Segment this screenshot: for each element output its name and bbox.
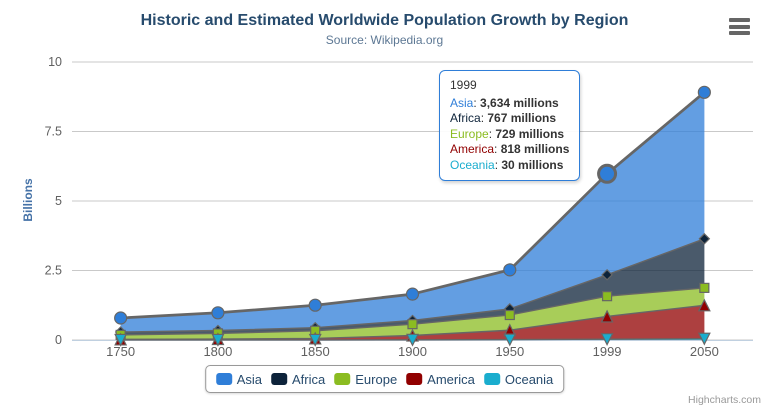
marker-europe-1900[interactable] bbox=[407, 319, 418, 330]
tooltip-row-africa: Africa: 767 millions bbox=[450, 111, 557, 125]
legend-item-asia[interactable]: Asia bbox=[215, 371, 263, 387]
credits-link[interactable]: Highcharts.com bbox=[688, 394, 761, 406]
tooltip-rows: Asia: 3,634 millions Africa: 767 millions… bbox=[450, 96, 569, 174]
marker-asia-1900[interactable] bbox=[405, 287, 420, 301]
marker-oceania-1850[interactable] bbox=[308, 333, 322, 347]
marker-europe-2050[interactable] bbox=[699, 282, 710, 293]
legend-symbol-america bbox=[406, 373, 423, 385]
y-axis-label-7.5: 7.5 bbox=[45, 125, 62, 139]
legend: Asia Africa Europe America Oceania bbox=[204, 365, 565, 393]
tooltip-row-america: America: 818 millions bbox=[450, 142, 570, 156]
legend-symbol-oceania bbox=[483, 373, 500, 385]
marker-asia-1999-hover[interactable] bbox=[597, 163, 618, 184]
hamburger-icon bbox=[729, 18, 753, 35]
x-axis-label-1850: 1850 bbox=[301, 344, 330, 359]
legend-item-africa[interactable]: Africa bbox=[271, 372, 325, 387]
marker-oceania-1900[interactable] bbox=[406, 333, 419, 347]
tooltip-row-asia: Asia: 3,634 millions bbox=[450, 95, 559, 110]
tooltip-row-oceania: Oceania: 30 millions bbox=[450, 157, 564, 172]
legend-label: America bbox=[427, 371, 475, 387]
chart-title: Historic and Estimated Worldwide Populat… bbox=[140, 12, 629, 29]
x-axis-label-1900: 1900 bbox=[398, 344, 427, 359]
x-axis-label-1999: 1999 bbox=[593, 344, 622, 359]
y-axis-label-2.5: 2.5 bbox=[45, 264, 62, 278]
y-axis-label-10: 10 bbox=[48, 55, 62, 69]
x-axis-label-2050: 2050 bbox=[690, 344, 719, 359]
y-axis-label-5: 5 bbox=[55, 194, 62, 208]
marker-asia-1850[interactable] bbox=[308, 298, 322, 312]
legend-item-europe[interactable]: Europe bbox=[334, 372, 397, 387]
tooltip-header: 1999 bbox=[450, 78, 477, 92]
x-axis-label-1950: 1950 bbox=[495, 344, 524, 359]
y-axis-title: Billions bbox=[21, 178, 35, 222]
legend-label: Asia bbox=[236, 371, 263, 387]
marker-africa-1999[interactable] bbox=[601, 268, 613, 281]
legend-label: Africa bbox=[292, 371, 326, 387]
marker-asia-1950[interactable] bbox=[503, 263, 517, 277]
y-axis-label-0: 0 bbox=[55, 333, 62, 347]
marker-africa-2050[interactable] bbox=[698, 232, 711, 245]
legend-item-america[interactable]: America bbox=[406, 372, 475, 387]
marker-europe-1950[interactable] bbox=[504, 309, 515, 321]
x-axis-label-1800: 1800 bbox=[203, 344, 232, 359]
area-africa[interactable] bbox=[120, 238, 705, 335]
marker-america-1999[interactable] bbox=[600, 309, 614, 323]
marker-oceania-1950[interactable] bbox=[503, 333, 517, 347]
chart-subtitle: Source: Wikipedia.org bbox=[325, 33, 444, 47]
legend-label: Oceania bbox=[504, 371, 554, 387]
marker-america-2050[interactable] bbox=[697, 298, 711, 312]
x-axis-label-1750: 1750 bbox=[106, 344, 135, 359]
legend-item-oceania[interactable]: Oceania bbox=[483, 371, 554, 387]
area-asia[interactable] bbox=[120, 92, 705, 332]
marker-oceania-1800[interactable] bbox=[211, 333, 225, 347]
area-america[interactable] bbox=[120, 305, 705, 340]
export-menu-button[interactable] bbox=[729, 18, 753, 38]
legend-symbol-africa bbox=[271, 373, 288, 385]
marker-asia-2050[interactable] bbox=[697, 85, 711, 99]
marker-asia-1750[interactable] bbox=[114, 311, 128, 325]
tooltip: 1999 Asia: 3,634 millions Africa: 767 mil… bbox=[439, 70, 581, 181]
marker-oceania-1750[interactable] bbox=[114, 333, 128, 347]
legend-label: Europe bbox=[355, 371, 398, 387]
marker-oceania-1999[interactable] bbox=[600, 333, 614, 347]
legend-symbol-asia bbox=[215, 373, 232, 385]
legend-symbol-europe bbox=[334, 373, 351, 385]
marker-oceania-2050[interactable] bbox=[697, 332, 711, 346]
marker-asia-1800[interactable] bbox=[211, 306, 225, 320]
tooltip-row-europe: Europe: 729 millions bbox=[450, 126, 565, 141]
marker-europe-1999[interactable] bbox=[601, 291, 613, 302]
